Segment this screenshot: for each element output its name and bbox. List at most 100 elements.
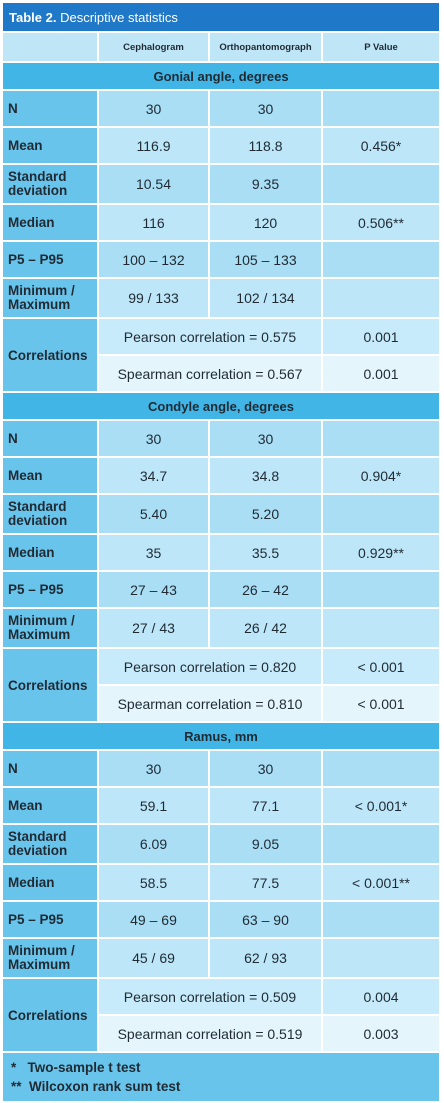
section-header-row: Gonial angle, degrees [3, 63, 440, 91]
orthopantomograph-value: 30 [210, 751, 323, 788]
p-value [323, 751, 440, 788]
section-title: Ramus, mm [3, 723, 440, 751]
footnote: * Two-sample t test [11, 1060, 141, 1075]
section-header-row: Condyle angle, degrees [3, 393, 440, 421]
descriptive-statistics-table: Table 2. Descriptive statistics Cephalog… [3, 3, 440, 1103]
p-value [323, 91, 440, 128]
cephalogram-value: 10.54 [99, 165, 210, 205]
spearman-correlation: Spearman correlation = 0.519 [99, 1016, 323, 1053]
pearson-p-value: < 0.001 [323, 649, 440, 686]
row-label: Minimum / Maximum [3, 279, 99, 319]
column-header-orthopantomograph: Orthopantomograph [210, 33, 323, 63]
table-row: Median 35 35.5 0.929** [3, 535, 440, 572]
spearman-correlation: Spearman correlation = 0.810 [99, 686, 323, 723]
row-label: Mean [3, 788, 99, 825]
table-row: P5 – P95 49 – 69 63 – 90 [3, 902, 440, 939]
cephalogram-value: 30 [99, 91, 210, 128]
section-title: Gonial angle, degrees [3, 63, 440, 91]
table-caption-label: Table 2. [9, 9, 57, 25]
orthopantomograph-value: 30 [210, 421, 323, 458]
cephalogram-value: 45 / 69 [99, 939, 210, 979]
table-caption-title: Descriptive statistics [60, 9, 178, 25]
p-value [323, 279, 440, 319]
header-blank-cell [3, 33, 99, 63]
table-row: N 30 30 [3, 421, 440, 458]
table-row: N 30 30 [3, 91, 440, 128]
table-row: Mean 34.7 34.8 0.904* [3, 458, 440, 495]
p-value: 0.456* [323, 128, 440, 165]
cephalogram-value: 49 – 69 [99, 902, 210, 939]
pearson-p-value: 0.001 [323, 319, 440, 356]
footnotes-row: * Two-sample t test ** Wilcoxon rank sum … [3, 1053, 440, 1103]
row-label: Minimum / Maximum [3, 609, 99, 649]
correlation-row-spearman: Spearman correlation = 0.519 0.003 [3, 1016, 440, 1053]
cephalogram-value: 34.7 [99, 458, 210, 495]
table-row: P5 – P95 27 – 43 26 – 42 [3, 572, 440, 609]
correlation-row-pearson: Correlations Pearson correlation = 0.820 <… [3, 649, 440, 723]
correlations-label: Correlations [3, 649, 99, 723]
orthopantomograph-value: 26 – 42 [210, 572, 323, 609]
orthopantomograph-value: 9.35 [210, 165, 323, 205]
orthopantomograph-value: 30 [210, 91, 323, 128]
p-value [323, 495, 440, 535]
correlation-row-pearson: Correlations Pearson correlation = 0.575 0… [3, 319, 440, 393]
section-header-row: Ramus, mm [3, 723, 440, 751]
table-row: Mean 59.1 77.1 < 0.001* [3, 788, 440, 825]
orthopantomograph-value: 26 / 42 [210, 609, 323, 649]
p-value [323, 165, 440, 205]
row-label: Standard deviation [3, 825, 99, 865]
p-value: 0.929** [323, 535, 440, 572]
p-value: 0.506** [323, 205, 440, 242]
orthopantomograph-value: 9.05 [210, 825, 323, 865]
spearman-correlation: Spearman correlation = 0.567 [99, 356, 323, 393]
cephalogram-value: 100 – 132 [99, 242, 210, 279]
row-label: P5 – P95 [3, 572, 99, 609]
row-label: Median [3, 535, 99, 572]
table-caption: Table 2. Descriptive statistics [3, 3, 440, 33]
orthopantomograph-value: 120 [210, 205, 323, 242]
p-value: < 0.001** [323, 865, 440, 902]
p-value [323, 825, 440, 865]
orthopantomograph-value: 102 / 134 [210, 279, 323, 319]
p-value: 0.904* [323, 458, 440, 495]
table-row: Standard deviation 6.09 9.05 [3, 825, 440, 865]
p-value [323, 902, 440, 939]
table-row: Standard deviation 10.54 9.35 [3, 165, 440, 205]
correlations-label: Correlations [3, 979, 99, 1053]
section-title: Condyle angle, degrees [3, 393, 440, 421]
table-row: Standard deviation 5.40 5.20 [3, 495, 440, 535]
cephalogram-value: 5.40 [99, 495, 210, 535]
orthopantomograph-value: 35.5 [210, 535, 323, 572]
cephalogram-value: 27 – 43 [99, 572, 210, 609]
p-value [323, 421, 440, 458]
column-header-row: Cephalogram Orthopantomograph P Value [3, 33, 440, 63]
spearman-p-value: 0.001 [323, 356, 440, 393]
row-label: N [3, 421, 99, 458]
footnotes: * Two-sample t test ** Wilcoxon rank sum … [3, 1053, 440, 1103]
spearman-p-value: < 0.001 [323, 686, 440, 723]
row-label: Mean [3, 128, 99, 165]
p-value: < 0.001* [323, 788, 440, 825]
pearson-p-value: 0.004 [323, 979, 440, 1016]
row-label: N [3, 751, 99, 788]
cephalogram-value: 58.5 [99, 865, 210, 902]
row-label: P5 – P95 [3, 902, 99, 939]
orthopantomograph-value: 118.8 [210, 128, 323, 165]
orthopantomograph-value: 34.8 [210, 458, 323, 495]
correlation-row-spearman: Spearman correlation = 0.810 < 0.001 [3, 686, 440, 723]
cephalogram-value: 59.1 [99, 788, 210, 825]
orthopantomograph-value: 77.1 [210, 788, 323, 825]
pearson-correlation: Pearson correlation = 0.509 [99, 979, 323, 1016]
table-row: Minimum / Maximum 99 / 133 102 / 134 [3, 279, 440, 319]
orthopantomograph-value: 77.5 [210, 865, 323, 902]
cephalogram-value: 27 / 43 [99, 609, 210, 649]
table-row: Median 116 120 0.506** [3, 205, 440, 242]
row-label: Standard deviation [3, 165, 99, 205]
cephalogram-value: 30 [99, 421, 210, 458]
orthopantomograph-value: 5.20 [210, 495, 323, 535]
row-label: Median [3, 865, 99, 902]
orthopantomograph-value: 63 – 90 [210, 902, 323, 939]
table-row: Mean 116.9 118.8 0.456* [3, 128, 440, 165]
row-label: Mean [3, 458, 99, 495]
cephalogram-value: 30 [99, 751, 210, 788]
